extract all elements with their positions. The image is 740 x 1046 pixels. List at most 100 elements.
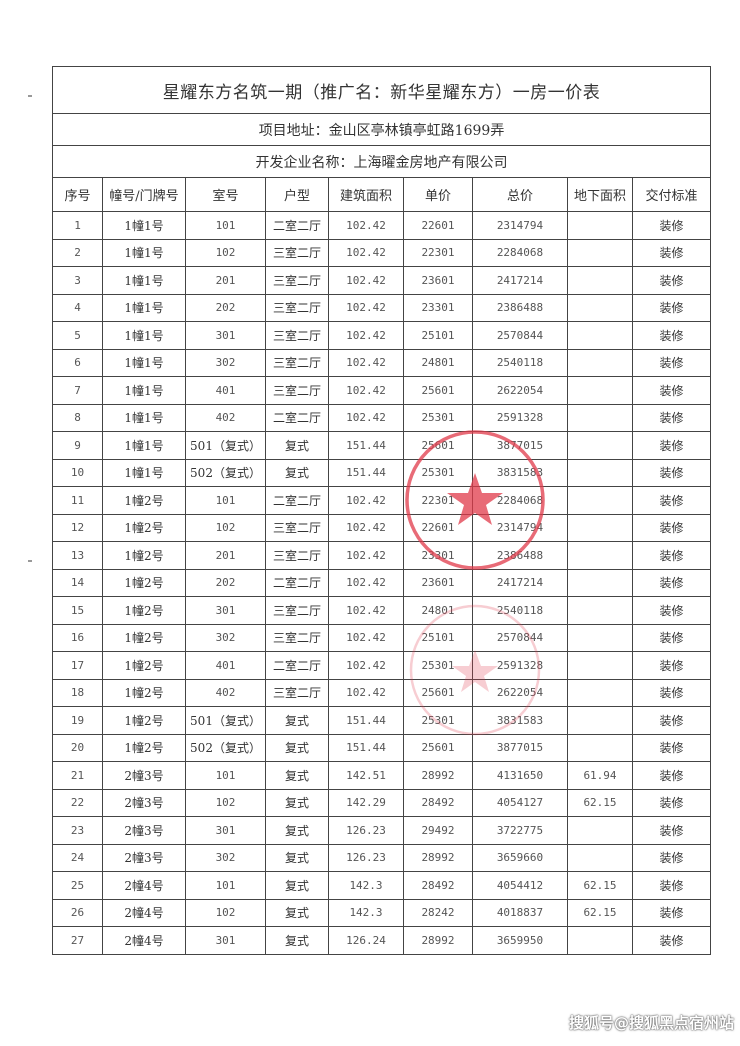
cell-delivery-standard: 装修 xyxy=(631,431,712,460)
cell-room: 302 xyxy=(185,348,266,377)
cell-seq: 7 xyxy=(52,376,103,405)
cell-seq: 11 xyxy=(52,486,103,515)
cell-delivery-standard: 装修 xyxy=(631,458,712,487)
cell-building: 1幢1号 xyxy=(102,431,186,460)
cell-seq: 23 xyxy=(52,816,103,845)
cell-building: 1幢2号 xyxy=(102,733,186,762)
cell-floor-area: 102.42 xyxy=(328,266,404,295)
cell-seq: 15 xyxy=(52,596,103,625)
cell-delivery-standard: 装修 xyxy=(631,513,712,542)
cell-total-price: 2386488 xyxy=(472,541,568,570)
cell-basement-area xyxy=(567,706,633,735)
cell-total-price: 4018837 xyxy=(472,898,568,927)
table-row: 24 2幢3号 302 复式 126.23 28992 3659660 装修 xyxy=(52,843,712,872)
table-row: 5 1幢1号 301 三室二厅 102.42 25101 2570844 装修 xyxy=(52,321,712,350)
cell-total-price: 4131650 xyxy=(472,761,568,790)
cell-basement-area xyxy=(567,568,633,597)
table-row: 8 1幢1号 402 二室二厅 102.42 25301 2591328 装修 xyxy=(52,403,712,432)
cell-total-price: 2417214 xyxy=(472,568,568,597)
cell-seq: 21 xyxy=(52,761,103,790)
cell-building: 1幢2号 xyxy=(102,486,186,515)
table-row: 12 1幢2号 102 三室二厅 102.42 22601 2314794 装修 xyxy=(52,513,712,542)
cell-floor-area: 102.42 xyxy=(328,376,404,405)
cell-total-price: 3831583 xyxy=(472,458,568,487)
cell-room: 101 xyxy=(185,871,266,900)
cell-floor-area: 102.42 xyxy=(328,678,404,707)
cell-building: 1幢1号 xyxy=(102,403,186,432)
cell-layout: 二室二厅 xyxy=(265,651,329,680)
column-header: 户型 xyxy=(265,177,329,212)
cell-layout: 三室二厅 xyxy=(265,596,329,625)
cell-seq: 22 xyxy=(52,788,103,817)
cell-total-price: 2386488 xyxy=(472,293,568,322)
cell-room: 302 xyxy=(185,623,266,652)
cell-layout: 复式 xyxy=(265,788,329,817)
cell-unit-price: 25301 xyxy=(403,706,473,735)
cell-total-price: 2570844 xyxy=(472,321,568,350)
cell-building: 1幢2号 xyxy=(102,706,186,735)
table-row: 18 1幢2号 402 三室二厅 102.42 25601 2622054 装修 xyxy=(52,678,712,707)
cell-room: 102 xyxy=(185,238,266,267)
cell-delivery-standard: 装修 xyxy=(631,733,712,762)
cell-seq: 25 xyxy=(52,871,103,900)
cell-delivery-standard: 装修 xyxy=(631,238,712,267)
cell-total-price: 2591328 xyxy=(472,651,568,680)
cell-unit-price: 25301 xyxy=(403,651,473,680)
cell-layout: 三室二厅 xyxy=(265,348,329,377)
cell-total-price: 2284068 xyxy=(472,238,568,267)
cell-total-price: 2540118 xyxy=(472,596,568,625)
cell-unit-price: 28492 xyxy=(403,871,473,900)
cell-floor-area: 102.42 xyxy=(328,568,404,597)
cell-seq: 1 xyxy=(52,211,103,240)
cell-seq: 14 xyxy=(52,568,103,597)
cell-delivery-standard: 装修 xyxy=(631,541,712,570)
cell-floor-area: 142.3 xyxy=(328,871,404,900)
cell-seq: 24 xyxy=(52,843,103,872)
cell-room: 301 xyxy=(185,816,266,845)
cell-seq: 13 xyxy=(52,541,103,570)
table-row: 19 1幢2号 501（复式） 复式 151.44 25301 3831583 装修 xyxy=(52,706,712,735)
cell-seq: 20 xyxy=(52,733,103,762)
cell-layout: 二室二厅 xyxy=(265,211,329,240)
cell-layout: 复式 xyxy=(265,733,329,762)
cell-building: 1幢2号 xyxy=(102,651,186,680)
cell-floor-area: 151.44 xyxy=(328,458,404,487)
cell-room: 102 xyxy=(185,513,266,542)
cell-total-price: 2314794 xyxy=(472,513,568,542)
cell-delivery-standard: 装修 xyxy=(631,678,712,707)
cell-basement-area xyxy=(567,293,633,322)
cell-unit-price: 23301 xyxy=(403,541,473,570)
cell-building: 2幢3号 xyxy=(102,761,186,790)
cell-total-price: 2540118 xyxy=(472,348,568,377)
cell-layout: 三室二厅 xyxy=(265,376,329,405)
cell-basement-area xyxy=(567,678,633,707)
cell-room: 401 xyxy=(185,376,266,405)
column-header: 室号 xyxy=(185,177,266,212)
cell-room: 301 xyxy=(185,321,266,350)
table-row: 25 2幢4号 101 复式 142.3 28492 4054412 62.15 装修 xyxy=(52,871,712,900)
cell-basement-area xyxy=(567,541,633,570)
cell-room: 101 xyxy=(185,486,266,515)
cell-layout: 二室二厅 xyxy=(265,568,329,597)
table-row: 6 1幢1号 302 三室二厅 102.42 24801 2540118 装修 xyxy=(52,348,712,377)
cell-seq: 6 xyxy=(52,348,103,377)
cell-floor-area: 142.3 xyxy=(328,898,404,927)
cell-total-price: 3659950 xyxy=(472,926,568,955)
table-row: 20 1幢2号 502（复式） 复式 151.44 25601 3877015 装修 xyxy=(52,733,712,762)
cell-building: 1幢2号 xyxy=(102,541,186,570)
table-row: 27 2幢4号 301 复式 126.24 28992 3659950 装修 xyxy=(52,926,712,955)
cell-delivery-standard: 装修 xyxy=(631,596,712,625)
cell-delivery-standard: 装修 xyxy=(631,403,712,432)
cell-floor-area: 102.42 xyxy=(328,486,404,515)
table-row: 26 2幢4号 102 复式 142.3 28242 4018837 62.15 装修 xyxy=(52,898,712,927)
cell-layout: 三室二厅 xyxy=(265,266,329,295)
table-row: 3 1幢1号 201 三室二厅 102.42 23601 2417214 装修 xyxy=(52,266,712,295)
cell-building: 1幢1号 xyxy=(102,458,186,487)
cell-room: 202 xyxy=(185,293,266,322)
cell-seq: 19 xyxy=(52,706,103,735)
cell-room: 201 xyxy=(185,541,266,570)
cell-delivery-standard: 装修 xyxy=(631,788,712,817)
table-row: 15 1幢2号 301 三室二厅 102.42 24801 2540118 装修 xyxy=(52,596,712,625)
cell-unit-price: 25601 xyxy=(403,431,473,460)
table-row: 4 1幢1号 202 三室二厅 102.42 23301 2386488 装修 xyxy=(52,293,712,322)
